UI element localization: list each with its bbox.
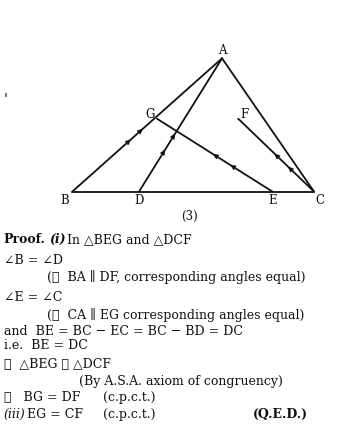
Text: F: F	[240, 108, 248, 121]
Text: In △BEG and △DCF: In △BEG and △DCF	[67, 233, 191, 246]
Text: (∴  CA ∥ EG corresponding angles equal): (∴ CA ∥ EG corresponding angles equal)	[47, 308, 304, 322]
Text: A: A	[218, 43, 226, 57]
Text: ∠E = ∠C: ∠E = ∠C	[4, 292, 62, 304]
Text: ∴  △BEG ≅ △DCF: ∴ △BEG ≅ △DCF	[4, 358, 110, 371]
Text: ': '	[4, 93, 8, 107]
Text: (c.p.c.t.): (c.p.c.t.)	[103, 391, 155, 405]
Text: (∴  BA ∥ DF, corresponding angles equal): (∴ BA ∥ DF, corresponding angles equal)	[47, 270, 305, 284]
Text: ∴   BG = DF: ∴ BG = DF	[4, 391, 80, 405]
Text: D: D	[134, 194, 144, 207]
Text: E: E	[268, 194, 277, 207]
Text: (By A.S.A. axiom of congruency): (By A.S.A. axiom of congruency)	[79, 375, 283, 388]
Text: ∠B = ∠D: ∠B = ∠D	[4, 254, 62, 267]
Text: C: C	[316, 194, 324, 207]
Text: Proof.: Proof.	[4, 233, 45, 246]
Text: B: B	[60, 194, 69, 207]
Text: (iii): (iii)	[4, 408, 25, 421]
Text: and  BE = BC − EC = BC − BD = DC: and BE = BC − EC = BC − BD = DC	[4, 325, 243, 338]
Text: G: G	[145, 108, 155, 121]
Text: EG = CF: EG = CF	[27, 408, 83, 421]
Text: i.e.  BE = DC: i.e. BE = DC	[4, 339, 87, 352]
Text: (Q.E.D.): (Q.E.D.)	[253, 408, 308, 421]
Text: (c.p.c.t.): (c.p.c.t.)	[103, 408, 155, 421]
Text: (3): (3)	[181, 210, 198, 223]
Text: (i): (i)	[49, 233, 65, 246]
